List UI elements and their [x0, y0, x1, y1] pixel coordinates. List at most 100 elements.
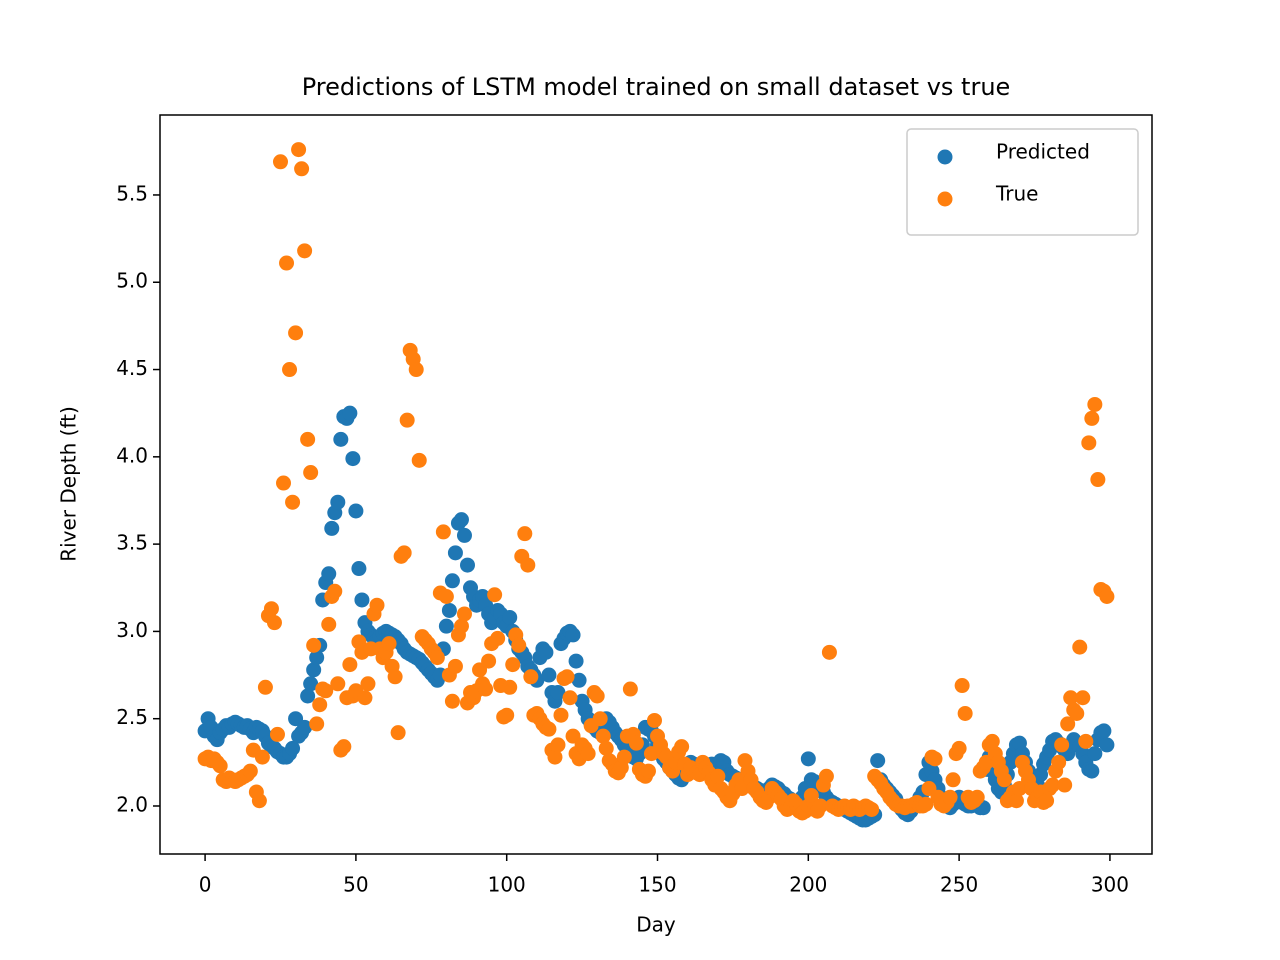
data-point	[354, 592, 370, 608]
data-point	[1081, 435, 1097, 451]
data-point	[927, 751, 943, 767]
data-point	[411, 452, 427, 468]
legend-label: True	[995, 182, 1038, 206]
data-point	[351, 561, 367, 577]
legend-label: Predicted	[996, 140, 1090, 164]
data-point	[447, 545, 463, 561]
data-point	[330, 494, 346, 510]
legend: Predicted True	[906, 128, 1139, 236]
y-tick-label: 4.5	[116, 356, 148, 380]
data-point	[390, 725, 406, 741]
data-point	[1099, 588, 1115, 604]
x-tick-label: 250	[940, 873, 978, 897]
data-point	[321, 566, 337, 582]
data-point	[435, 524, 451, 540]
data-point	[592, 711, 608, 727]
y-tick-label: 5.0	[116, 269, 148, 293]
data-point	[918, 796, 934, 812]
data-point	[520, 557, 536, 573]
legend-marker	[937, 149, 953, 165]
data-point	[864, 801, 880, 817]
data-point	[441, 602, 457, 618]
data-point	[622, 681, 638, 697]
data-point	[381, 636, 397, 652]
data-point	[710, 768, 726, 784]
data-point	[444, 573, 460, 589]
data-point	[212, 758, 228, 774]
data-point	[1090, 472, 1106, 488]
data-point	[1039, 793, 1055, 809]
data-point	[272, 154, 288, 170]
data-point	[456, 527, 472, 543]
data-point	[387, 669, 403, 685]
data-point	[438, 618, 454, 634]
data-point	[282, 362, 298, 378]
legend-box	[906, 128, 1139, 236]
data-point	[321, 616, 337, 632]
data-point	[306, 662, 322, 678]
x-tick-label: 0	[199, 873, 212, 897]
data-point	[396, 545, 412, 561]
data-point	[309, 650, 325, 666]
data-point	[456, 606, 472, 622]
data-point	[257, 679, 273, 695]
data-point	[300, 431, 316, 447]
data-point	[266, 615, 282, 631]
data-point	[309, 716, 325, 732]
data-point	[1096, 723, 1112, 739]
data-point	[288, 325, 304, 341]
data-point	[818, 768, 834, 784]
data-point	[1054, 737, 1070, 753]
data-point	[1084, 763, 1100, 779]
data-point	[553, 707, 569, 723]
x-tick-label: 100	[488, 873, 526, 897]
data-point	[444, 693, 460, 709]
data-point	[242, 763, 258, 779]
chart-title: Predictions of LSTM model trained on sma…	[302, 73, 1011, 101]
y-tick-label: 3.0	[116, 618, 148, 642]
data-point	[628, 735, 644, 751]
data-point	[408, 362, 424, 378]
data-point	[481, 653, 497, 669]
data-point	[327, 583, 343, 599]
data-point	[562, 690, 578, 706]
data-point	[517, 526, 533, 542]
data-point	[1078, 733, 1094, 749]
data-point	[957, 705, 973, 721]
data-point	[342, 657, 358, 673]
y-axis-label: River Depth (ft)	[57, 406, 81, 562]
data-point	[303, 676, 319, 692]
x-axis-label: Day	[636, 913, 676, 937]
y-tick-label: 2.0	[116, 792, 148, 816]
data-point	[318, 683, 334, 699]
data-point	[1075, 690, 1091, 706]
data-point	[821, 644, 837, 660]
y-tick-label: 2.5	[116, 705, 148, 729]
data-point	[541, 667, 557, 683]
data-point	[616, 749, 632, 765]
data-point	[300, 688, 316, 704]
data-point	[550, 737, 566, 753]
x-tick-label: 50	[343, 873, 368, 897]
data-point	[1087, 746, 1103, 762]
data-point	[571, 672, 587, 688]
data-point	[538, 644, 554, 660]
data-point	[945, 772, 961, 788]
data-point	[951, 740, 967, 756]
data-point	[646, 712, 662, 728]
data-point	[276, 475, 292, 491]
data-point	[1045, 777, 1061, 793]
data-point	[559, 669, 575, 685]
data-point	[459, 557, 475, 573]
data-point	[348, 503, 364, 519]
data-point	[453, 512, 469, 528]
data-point	[269, 726, 285, 742]
data-point	[541, 721, 557, 737]
x-tick-label: 300	[1091, 873, 1129, 897]
data-point	[1063, 690, 1079, 706]
data-point	[800, 751, 816, 767]
data-point	[1084, 410, 1100, 426]
data-point	[487, 587, 503, 603]
data-point	[345, 451, 361, 467]
data-point	[547, 749, 563, 765]
